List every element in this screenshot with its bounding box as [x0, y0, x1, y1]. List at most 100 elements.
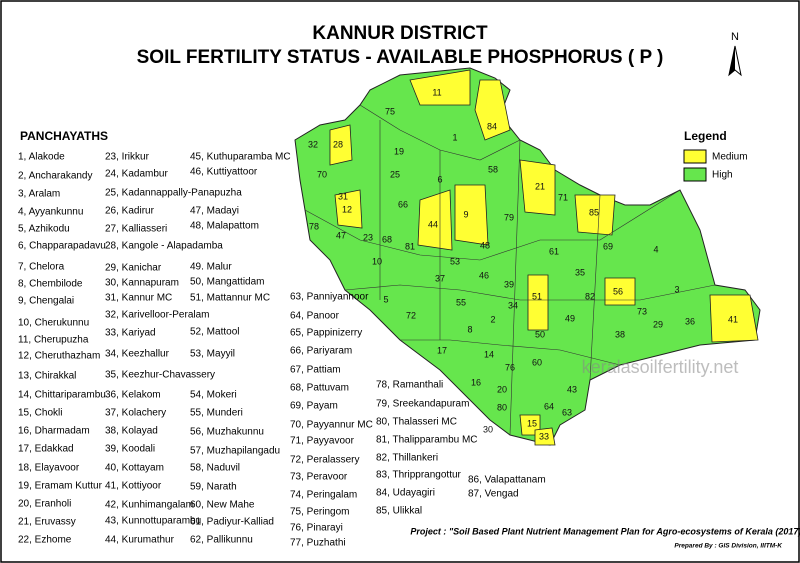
- panchayath-item: 64, Panoor: [290, 311, 340, 322]
- region-label: 60: [532, 357, 542, 367]
- project-note: Project : "Soil Based Plant Nutrient Man…: [410, 526, 800, 536]
- panchayath-item: 7, Chelora: [18, 262, 65, 273]
- panchayath-item: 50, Mangattidam: [190, 277, 265, 288]
- panchayath-item: 8, Chembilode: [18, 279, 83, 290]
- region-label: 48: [480, 240, 490, 250]
- panchayath-item: 40, Kottayam: [105, 463, 164, 474]
- panchayath-item: 78, Ramanthali: [376, 380, 443, 391]
- region-label: 39: [504, 279, 514, 289]
- region-label: 41: [728, 314, 738, 324]
- panchayath-item: 33, Kariyad: [105, 328, 156, 339]
- region-label: 80: [497, 402, 507, 412]
- region-label: 49: [565, 313, 575, 323]
- region-label: 35: [575, 267, 585, 277]
- panchayath-item: 3, Aralam: [18, 189, 60, 200]
- panchayath-item: 4, Ayyankunnu: [18, 207, 83, 218]
- region-label: 68: [382, 234, 392, 244]
- region-label: 63: [562, 407, 572, 417]
- panchayath-item: 87, Vengad: [468, 489, 519, 500]
- region-label: 51: [532, 291, 542, 301]
- region-label: 47: [336, 230, 346, 240]
- region-label: 9: [463, 209, 468, 219]
- panchayath-item: 32, Karivelloor-Peralam: [105, 310, 210, 321]
- region: [474, 79, 511, 141]
- boundary: [344, 284, 716, 301]
- panchayath-item: 63, Panniyannoor: [290, 292, 369, 303]
- panchayath-item: 81, Thalipparambu MC: [376, 435, 478, 446]
- panchayath-item: 12, Cheruthazham: [18, 351, 100, 362]
- region-label: 11: [432, 87, 441, 97]
- panchayath-item: 11, Cherupuzha: [18, 335, 89, 346]
- panchayath-item: 16, Dharmadam: [18, 426, 90, 437]
- panchayath-item: 70, Payyannur MC: [290, 420, 373, 431]
- legend-swatch: [683, 149, 707, 164]
- panchayath-item: 55, Munderi: [190, 408, 243, 419]
- panchayath-item: 54, Mokeri: [190, 390, 237, 401]
- region: [454, 184, 489, 246]
- region-label: 8: [467, 324, 472, 334]
- panchayath-item: 80, Thalasseri MC: [376, 417, 457, 428]
- panchayath-item: 38, Kolayad: [105, 426, 158, 437]
- region-label: 71: [558, 192, 568, 202]
- region-label: 78: [309, 221, 319, 231]
- panchayath-item: 42, Kunhimangalam: [105, 500, 194, 511]
- region-label: 43: [567, 384, 577, 394]
- region: [534, 427, 556, 446]
- panchayath-item: 25, Kadannappally-Panapuzha: [105, 188, 242, 199]
- region-label: 5: [383, 294, 388, 304]
- region: [709, 294, 759, 343]
- legend-swatch: [683, 167, 707, 182]
- panchayath-item: 22, Ezhome: [18, 535, 72, 546]
- legend-label: Medium: [712, 152, 748, 163]
- panchayath-item: 56, Muzhakunnu: [190, 427, 264, 438]
- panchayath-item: 28, Kangole - Alapadamba: [105, 241, 223, 252]
- region-label: 44: [428, 219, 438, 229]
- region-label: 79: [504, 212, 514, 222]
- north-label: N: [731, 31, 739, 43]
- region-label: 64: [544, 401, 554, 411]
- panchayath-item: 85, Ulikkal: [376, 506, 422, 517]
- region-label: 1: [452, 132, 457, 142]
- boundary: [400, 339, 621, 366]
- panchayath-item: 82, Thillankeri: [376, 453, 438, 464]
- region-label: 10: [372, 256, 382, 266]
- panchayath-item: 15, Chokli: [18, 408, 62, 419]
- region-label: 12: [342, 204, 352, 214]
- panchayath-item: 18, Elayavoor: [18, 463, 80, 474]
- panchayath-item: 68, Pattuvam: [290, 383, 349, 394]
- region: [334, 189, 363, 229]
- panchayath-list: 1, Alakode 2, Ancharakandy 3, Aralam 4, Ayy…: [18, 152, 546, 549]
- panchayath-item: 76, Pinarayi: [290, 523, 343, 534]
- region-label: 55: [456, 297, 466, 307]
- region-label: 76: [505, 362, 515, 372]
- legend-label: High: [712, 170, 733, 181]
- panchayath-item: 34, Keezhallur: [105, 349, 170, 360]
- region-label: 28: [333, 139, 343, 149]
- boundary: [379, 120, 601, 436]
- panchayath-item: 51, Mattannur MC: [190, 293, 270, 304]
- panchayath-item: 75, Peringom: [290, 507, 349, 518]
- panchayath-item: 58, Naduvil: [190, 463, 240, 474]
- region-label: 20: [497, 384, 507, 394]
- region-label: 46: [479, 270, 489, 280]
- panchayath-item: 36, Kelakom: [105, 390, 161, 401]
- district-area: [294, 67, 761, 446]
- panchayath-item: 21, Eruvassy: [18, 517, 76, 528]
- north-arrow: N: [728, 31, 742, 77]
- panchayath-item: 6, Chapparapadavu: [18, 241, 106, 252]
- region-label: 58: [488, 164, 498, 174]
- boundary: [304, 189, 681, 261]
- panchayath-item: 43, Kunnottuparambu: [105, 516, 201, 527]
- panchayath-item: 71, Payyavoor: [290, 436, 355, 447]
- region-label: 3: [674, 284, 679, 294]
- region-label: 6: [437, 174, 442, 184]
- subtitle: SOIL FERTILITY STATUS - AVAILABLE PHOSPH…: [137, 47, 664, 68]
- panchayath-item: 24, Kadambur: [105, 169, 168, 180]
- region-label: 25: [390, 169, 400, 179]
- region-label: 14: [484, 349, 494, 359]
- region-label: 34: [508, 300, 518, 310]
- district-map: [294, 67, 761, 446]
- medium-areas: [329, 69, 759, 446]
- region-label: 32: [308, 139, 318, 149]
